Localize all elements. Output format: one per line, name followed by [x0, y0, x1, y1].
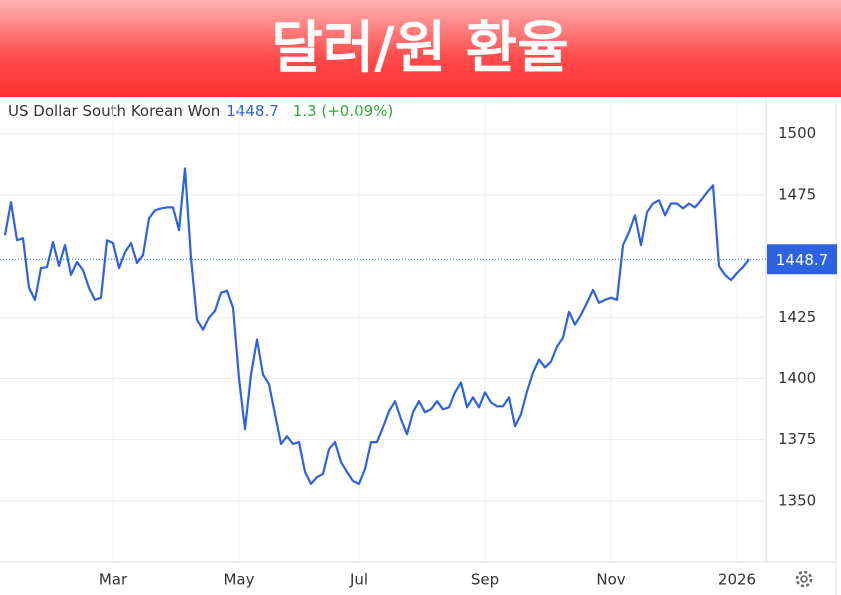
chart-header: US Dollar South Korean Won 1448.7 1.3 (+0.… [8, 102, 393, 120]
x-tick-label: Mar [99, 571, 128, 589]
y-tick-label: 1400 [778, 369, 816, 387]
header-change: 1.3 (+0.09%) [293, 102, 394, 120]
last-price-box [767, 244, 837, 275]
grid [0, 97, 766, 562]
title-banner [0, 0, 841, 97]
chart-title: 달러/원 환율 [271, 16, 569, 81]
x-tick-label: Jul [349, 571, 368, 589]
x-tick-label: 2026 [718, 571, 756, 589]
y-tick-label: 1375 [778, 430, 816, 448]
last-price-label: 1448.7 [776, 251, 829, 269]
y-tick-label: 1475 [778, 185, 816, 203]
y-tick-label: 1425 [778, 308, 816, 326]
settings-icon[interactable] [795, 570, 813, 588]
instrument-name: US Dollar South Korean Won [8, 102, 220, 120]
header-price: 1448.7 [226, 102, 279, 120]
price-line [3, 167, 750, 485]
y-tick-label: 1500 [778, 124, 816, 142]
x-tick-label: Sep [471, 571, 499, 589]
x-tick-label: Nov [596, 571, 625, 589]
y-tick-label: 1350 [778, 491, 816, 509]
x-tick-label: May [223, 571, 254, 589]
